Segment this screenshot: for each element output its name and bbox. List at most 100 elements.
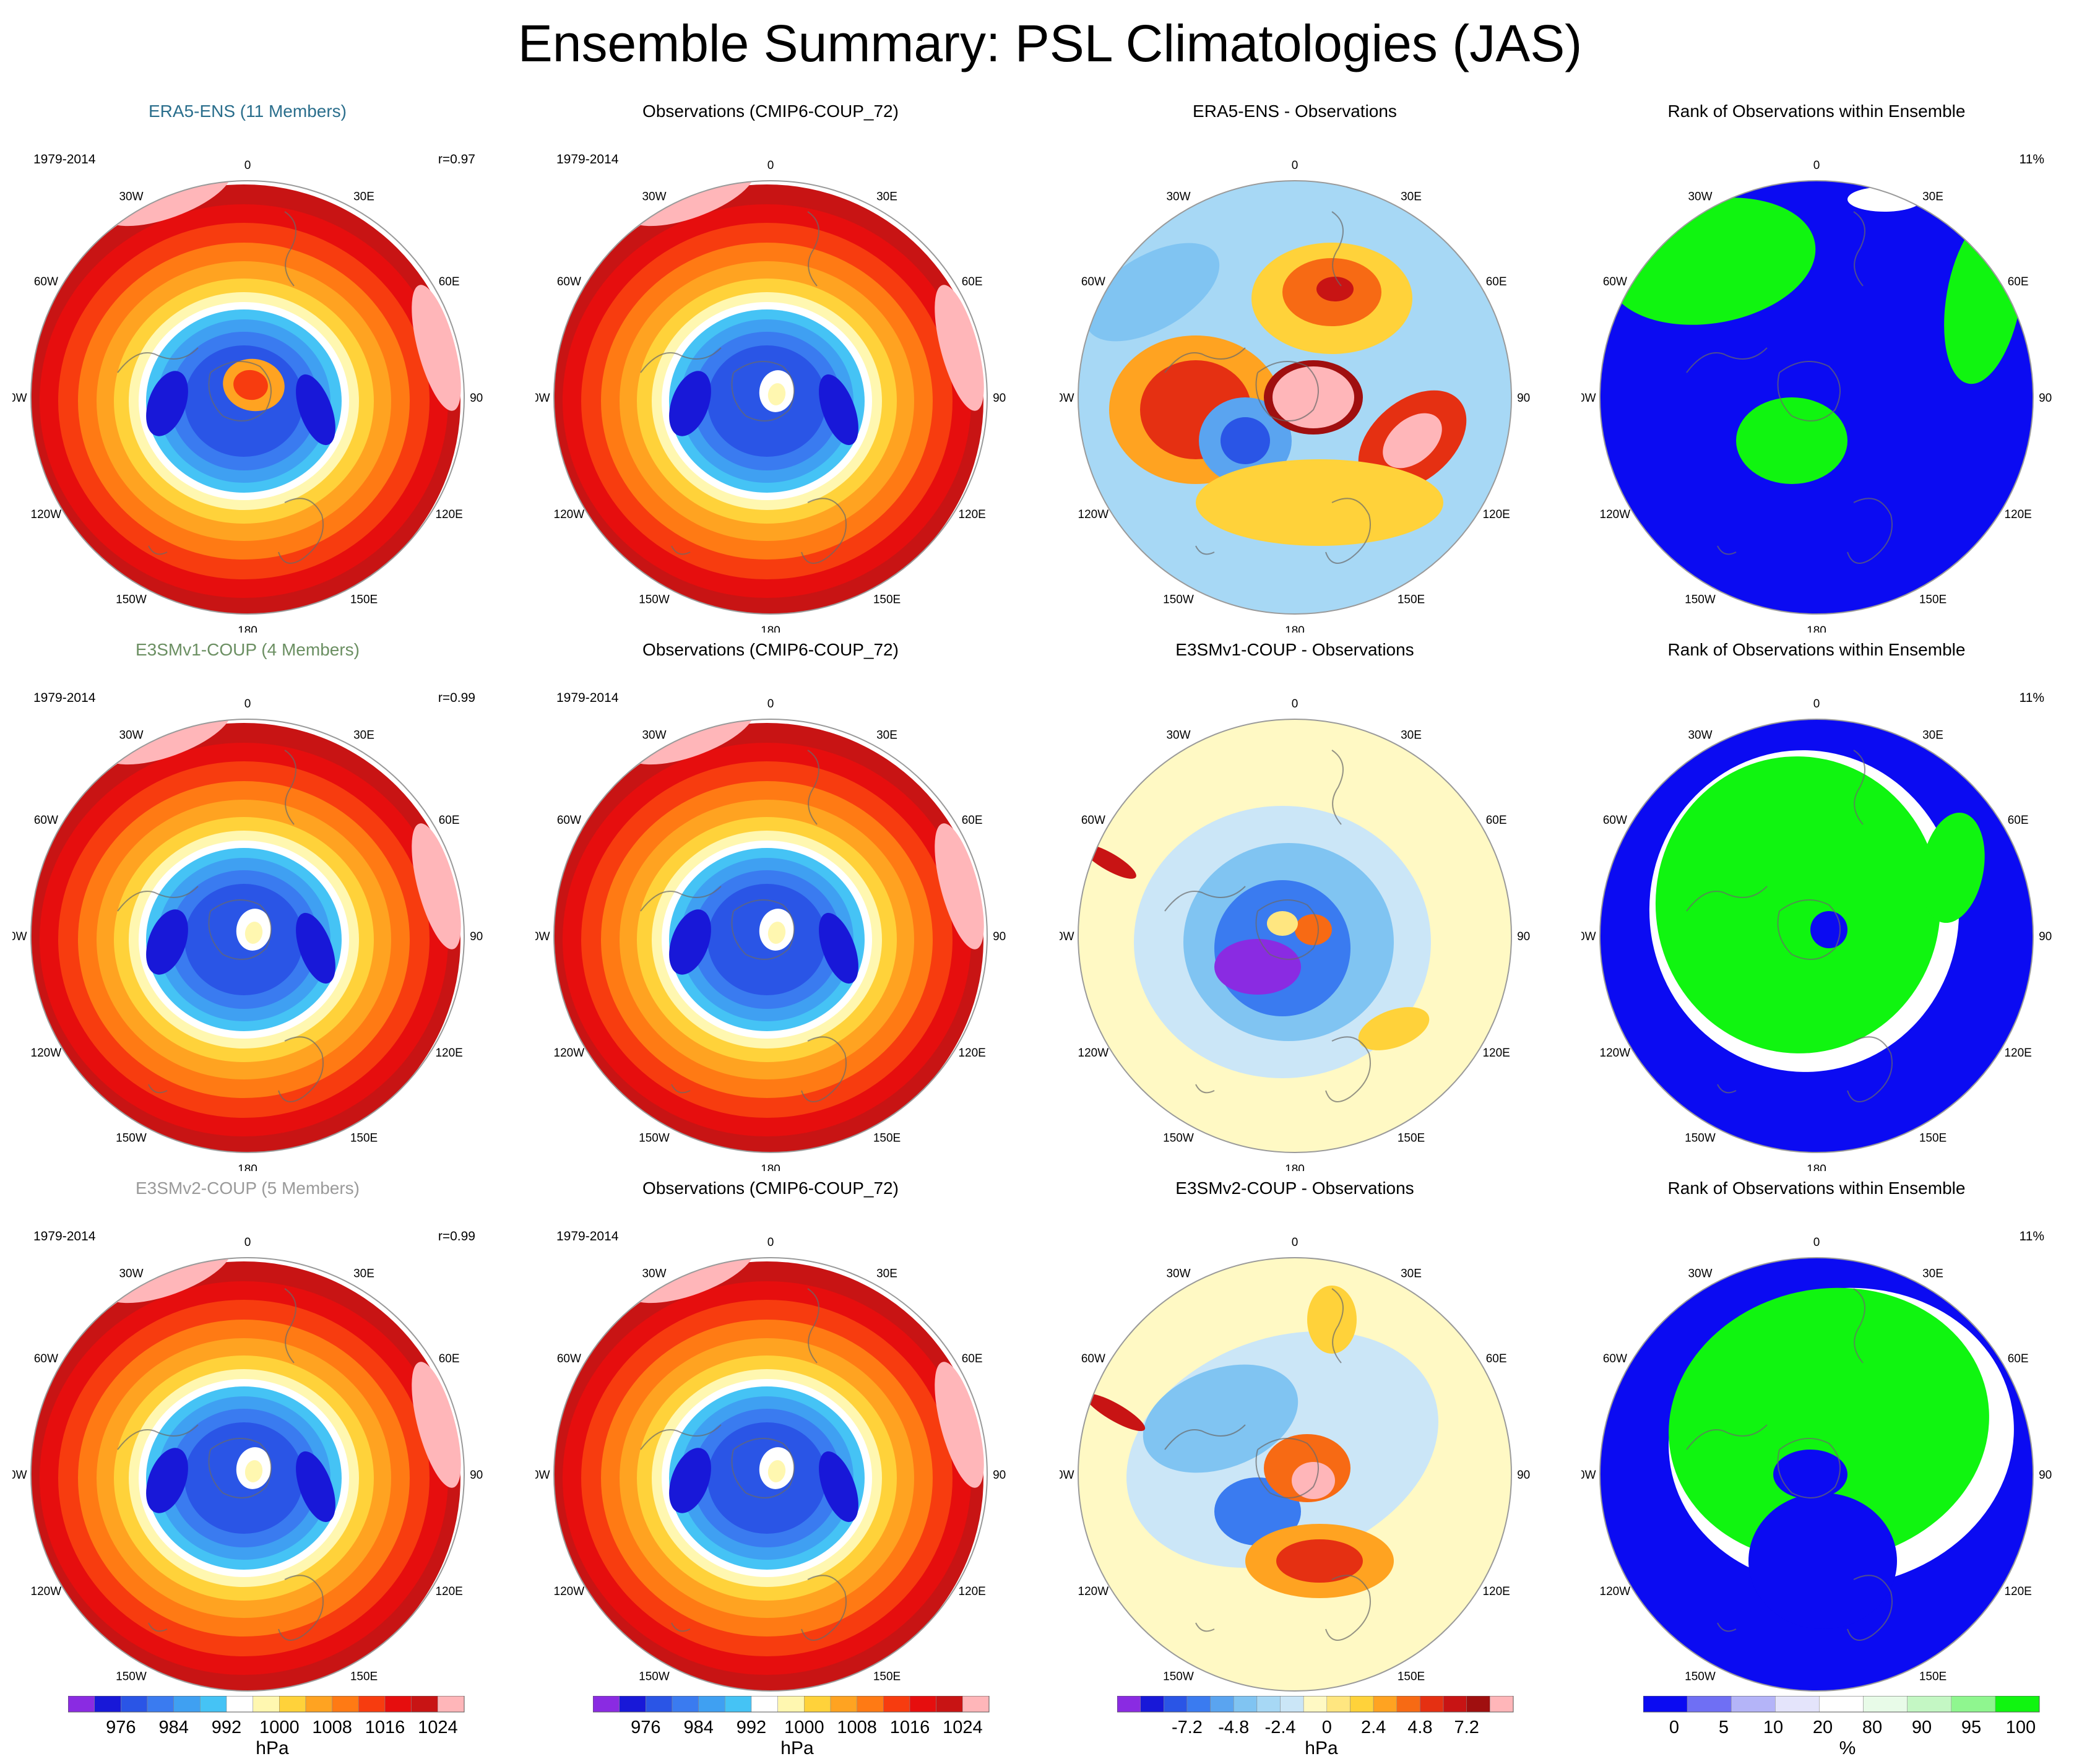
coastline <box>807 750 819 825</box>
coastline <box>148 1622 168 1632</box>
colorbar-swatch <box>1256 1696 1281 1713</box>
colorbar-swatch <box>698 1696 725 1713</box>
rank-mid-region <box>1847 187 1922 212</box>
map-outline <box>1599 180 2034 615</box>
colorbar-swatch <box>1643 1696 1688 1713</box>
longitude-label: 90W <box>1581 1469 1596 1482</box>
map-panel-rank: Rank of Observations within Ensemble 11% 0… <box>1581 100 2052 633</box>
longitude-label: 120W <box>1600 1585 1631 1598</box>
longitude-label: 0 <box>1813 698 1820 711</box>
longitude-label: 90W <box>1581 392 1596 405</box>
percent-label: 11% <box>2019 1229 2044 1243</box>
panel-title: Observations (CMIP6-COUP_72) <box>642 102 899 121</box>
figure-title: Ensemble Summary: PSL Climatologies (JAS… <box>517 14 1583 72</box>
coastline <box>1777 899 1841 960</box>
coastline <box>278 1575 324 1641</box>
antarctic-high <box>244 922 263 944</box>
longitude-label: 120W <box>1600 1047 1631 1060</box>
high-pressure-cell <box>935 823 984 949</box>
coastline <box>731 361 795 422</box>
period-label: 1979-2014 <box>33 1229 96 1243</box>
map-field <box>1600 1258 2033 1691</box>
negative-anomaly <box>1214 939 1301 995</box>
longitude-label: 60E <box>439 1352 460 1365</box>
colorbar-swatch <box>121 1696 148 1713</box>
longitude-label: 120E <box>958 1585 985 1598</box>
colorbar-swatch <box>200 1696 227 1713</box>
antarctic-high <box>244 1460 263 1482</box>
longitude-label: 150E <box>350 594 378 607</box>
coastline <box>1195 1084 1215 1094</box>
longitude-label: 120E <box>1482 1585 1510 1598</box>
positive-anomaly <box>1276 1539 1363 1583</box>
coastline <box>1255 899 1319 960</box>
coastline <box>1164 1424 1246 1450</box>
colorbar-swatch <box>1326 1696 1350 1713</box>
polar-map: 030E60E90E120E150E180150W120W90W60W30W <box>1060 698 1530 1171</box>
longitude-label: 90E <box>2039 1469 2052 1482</box>
panel-title: Rank of Observations within Ensemble <box>1667 102 1966 121</box>
colorbar-swatch <box>1303 1696 1328 1713</box>
low-pressure-core <box>146 1448 188 1513</box>
longitude-label: 60W <box>34 814 58 827</box>
rank-high-region <box>1669 1287 1989 1562</box>
longitude-label: 0 <box>1292 698 1298 711</box>
map-outline <box>1078 180 1512 615</box>
coastline <box>801 1575 847 1641</box>
longitude-label: 60W <box>1081 275 1105 288</box>
negative-anomaly <box>1221 417 1270 464</box>
colorbar-tick-label: 100 <box>2006 1718 2036 1737</box>
map-panel-model: ERA5-ENS (11 Members) 1979-2014 r=0.97 0 30E… <box>12 100 483 633</box>
longitude-label: 150W <box>1163 1132 1194 1145</box>
antarctic-high <box>767 383 786 405</box>
longitude-label: 90E <box>993 930 1006 943</box>
longitude-label: 150W <box>1163 594 1194 607</box>
longitude-label: 90W <box>1581 930 1596 943</box>
coastline <box>1847 1575 1893 1641</box>
colorbar-swatch <box>1907 1696 1952 1713</box>
longitude-label: 90W <box>12 392 27 405</box>
coastline <box>640 1424 722 1450</box>
longitude-label: 60E <box>439 275 460 288</box>
colorbar-units: hPa <box>256 1738 289 1758</box>
longitude-label: 90W <box>535 1469 550 1482</box>
colorbar-swatch <box>936 1696 963 1713</box>
longitude-label: 120W <box>1078 1047 1109 1060</box>
longitude-label: 30E <box>1922 729 1943 741</box>
longitude-label: 150E <box>873 1671 901 1684</box>
longitude-label: 30W <box>1166 729 1190 741</box>
coastline <box>1255 1438 1319 1498</box>
map-outline <box>1078 1257 1512 1692</box>
longitude-label: 120E <box>958 1047 985 1060</box>
longitude-label: 180 <box>761 625 780 633</box>
longitude-label: 30W <box>642 1267 666 1280</box>
longitude-label: 30W <box>1166 190 1190 203</box>
colorbar-tick-label: 2.4 <box>1361 1718 1386 1737</box>
colorbar-swatch <box>411 1696 438 1713</box>
negative-anomaly <box>1214 1477 1301 1546</box>
percent-label: 11% <box>2019 691 2044 705</box>
longitude-label: 150W <box>639 1132 670 1145</box>
longitude-label: 120W <box>554 1585 585 1598</box>
colorbar-swatch <box>1373 1696 1398 1713</box>
longitude-label: 90W <box>1060 1469 1074 1482</box>
polar-map: 030E60E90E120E150E180150W120W90W60W30W <box>535 1236 1006 1710</box>
coastline <box>278 498 324 564</box>
correlation-label: r=0.99 <box>438 691 475 705</box>
coastline <box>1195 1622 1215 1632</box>
panel-title: E3SMv2-COUP - Observations <box>1175 1178 1414 1198</box>
longitude-label: 90E <box>2039 392 2052 405</box>
longitude-label: 150W <box>116 1671 147 1684</box>
colorbar-tick-label: 984 <box>158 1718 188 1737</box>
colorbar-tick-label: 976 <box>631 1718 660 1737</box>
map-field <box>1600 719 2033 1152</box>
longitude-label: 0 <box>1292 159 1298 172</box>
longitude-label: 180 <box>238 1163 257 1171</box>
colorbar-swatch <box>305 1696 332 1713</box>
polar-map: 030E60E90E120E150E180150W120W90W60W30W <box>535 159 1006 633</box>
longitude-label: 90E <box>993 392 1006 405</box>
longitude-label: 120E <box>1482 508 1510 521</box>
longitude-label: 0 <box>767 159 774 172</box>
negative-anomaly <box>1085 243 1220 342</box>
high-pressure-cell <box>412 823 461 949</box>
